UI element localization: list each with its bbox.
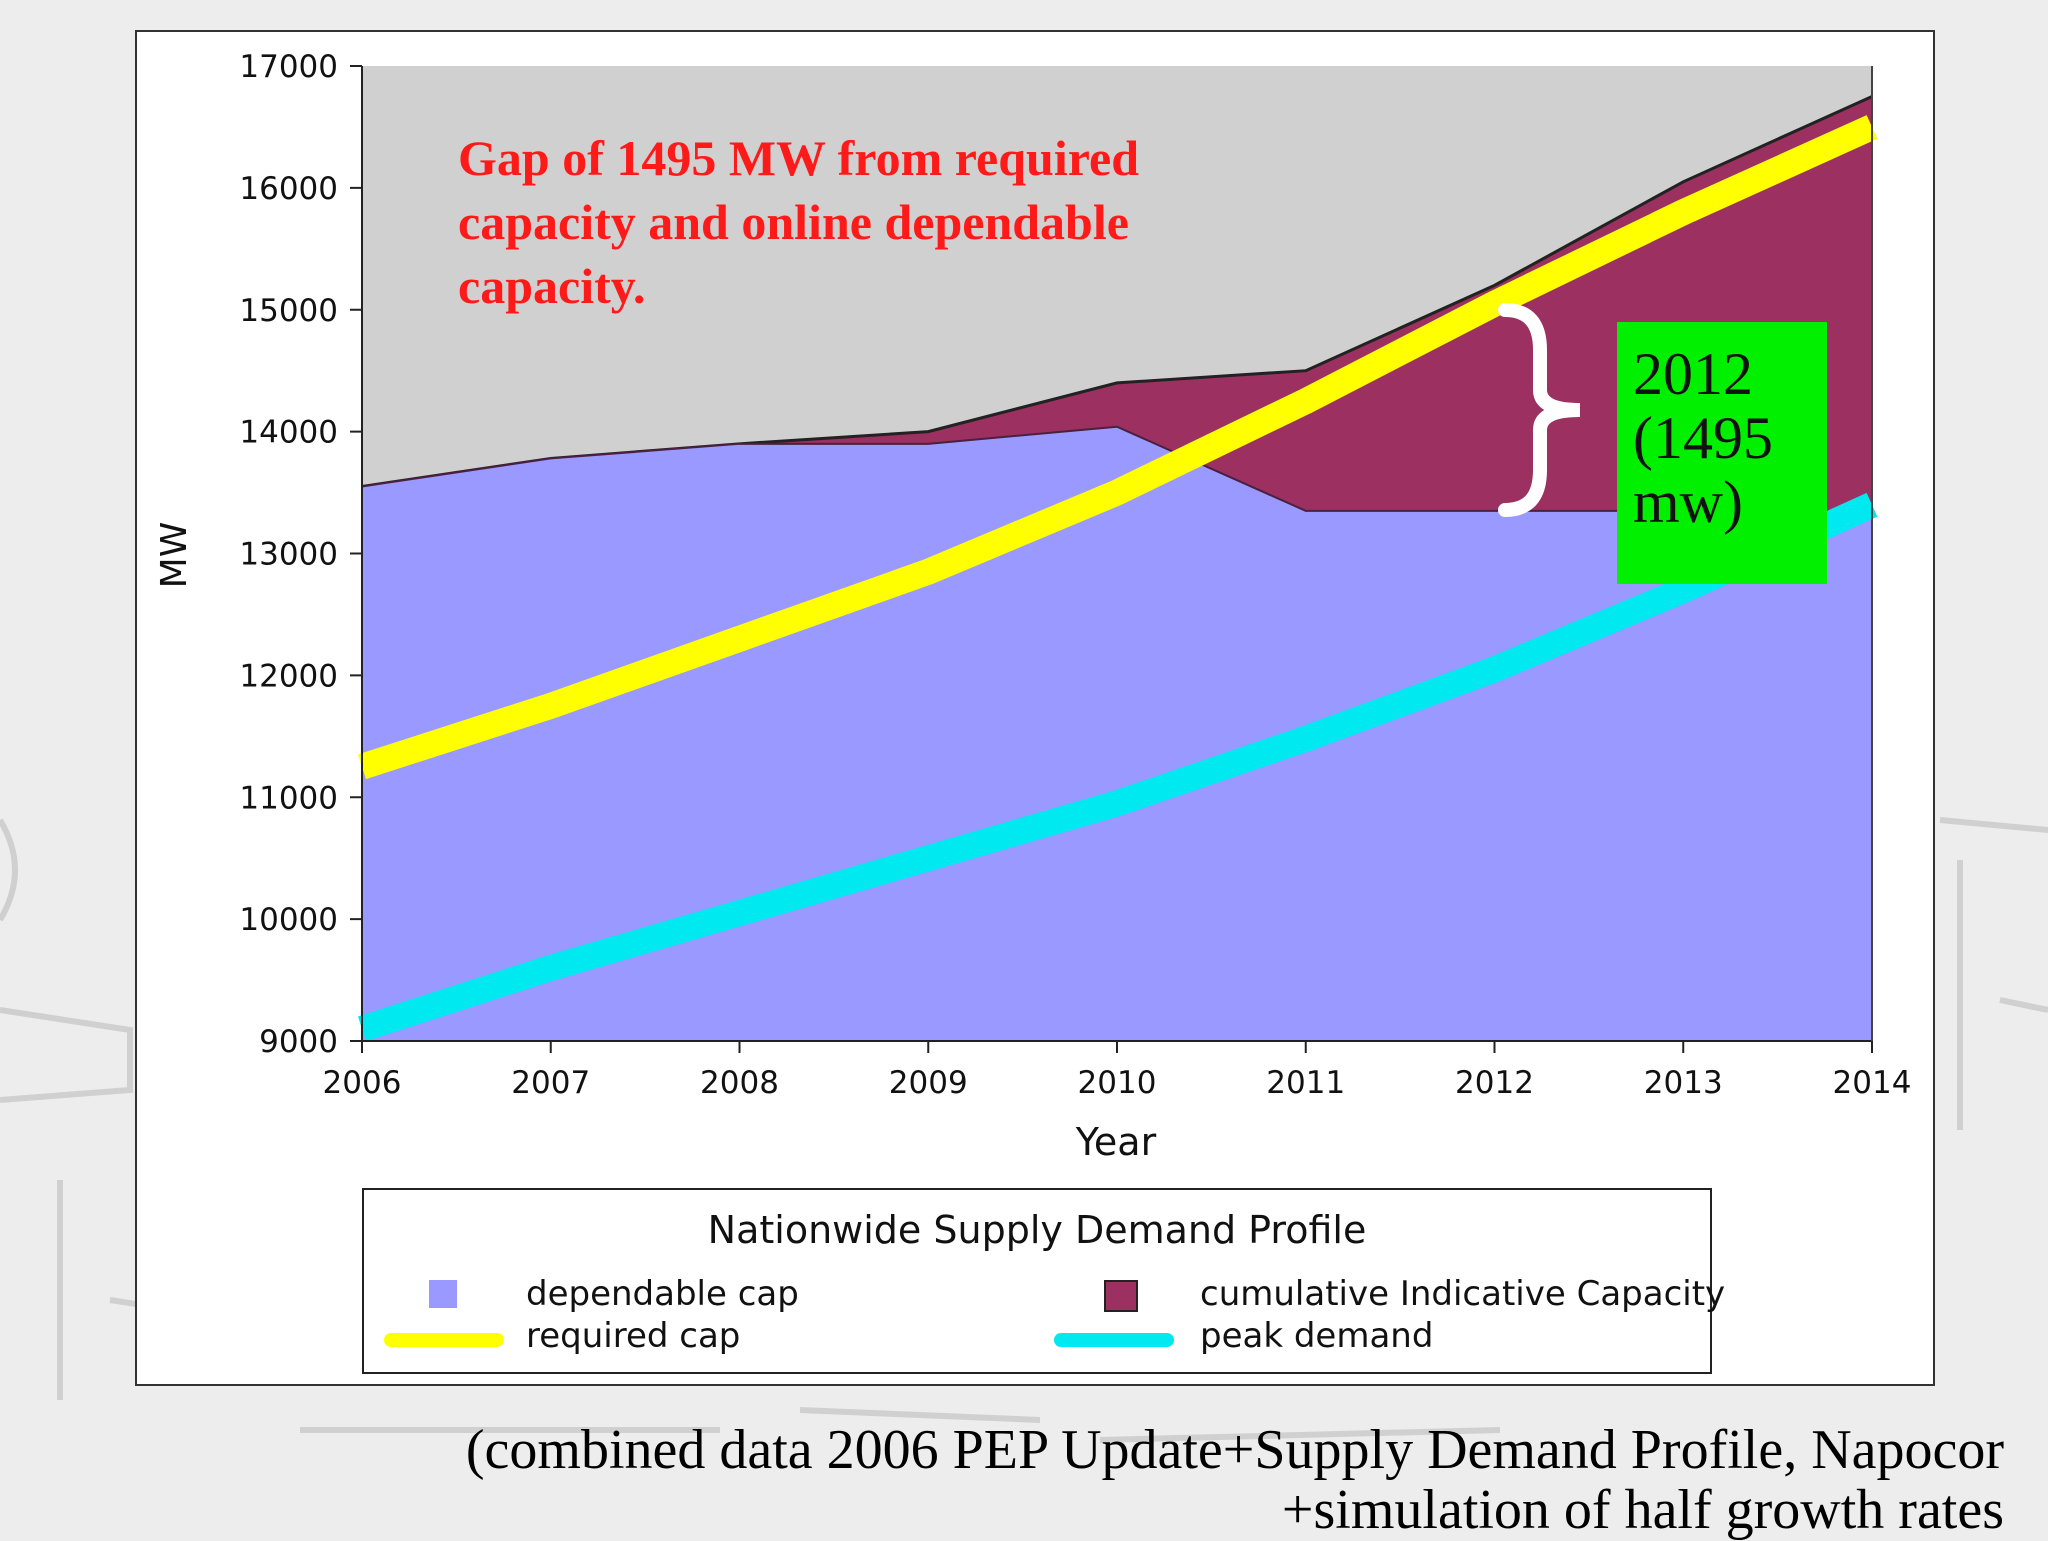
y-tick-label: 11000	[239, 780, 338, 816]
x-tick-label: 2007	[511, 1065, 590, 1101]
x-tick-label: 2006	[323, 1065, 402, 1101]
x-tick-label: 2009	[889, 1065, 968, 1101]
x-tick-label: 2014	[1833, 1065, 1912, 1101]
legend-label-peak: peak demand	[1200, 1316, 1434, 1356]
chart-legend: Nationwide Supply Demand Profile dependa…	[362, 1188, 1725, 1374]
gap-callout-line: Gap of 1495 MW from required	[458, 130, 1140, 186]
y-tick-label: 13000	[239, 537, 338, 573]
y-tick-label: 17000	[239, 49, 338, 85]
x-tick-label: 2011	[1266, 1065, 1345, 1101]
x-tick-label: 2013	[1644, 1065, 1723, 1101]
gap-callout-line: capacity and online dependable	[458, 194, 1129, 250]
gap-box-value: (1495	[1633, 405, 1773, 471]
legend-swatch-dependable	[429, 1280, 457, 1308]
x-tick-label: 2008	[700, 1065, 779, 1101]
area-dependable-cap	[362, 426, 1872, 1041]
legend-label-required: required cap	[526, 1316, 741, 1356]
gap-callout-text: Gap of 1495 MW from required capacity an…	[458, 126, 1358, 318]
legend-swatch-peak	[1054, 1333, 1174, 1347]
y-tick-label: 15000	[239, 293, 338, 329]
legend-swatch-cumulative	[1104, 1280, 1138, 1312]
y-tick-label: 10000	[239, 902, 338, 938]
legend-title: Nationwide Supply Demand Profile	[707, 1208, 1367, 1252]
y-tick-label: 14000	[239, 415, 338, 451]
legend-label-dependable: dependable cap	[526, 1274, 799, 1314]
x-axis-label: Year	[1075, 1120, 1157, 1164]
y-tick-label: 12000	[239, 658, 338, 694]
gap-box-unit: mw)	[1633, 469, 1743, 535]
x-tick-label: 2010	[1078, 1065, 1157, 1101]
legend-label-cumulative: cumulative Indicative Capacity	[1200, 1274, 1726, 1314]
gap-callout-line: capacity.	[458, 258, 646, 314]
y-tick-label: 9000	[259, 1024, 338, 1060]
line-required-cap	[358, 115, 1878, 780]
footnote-line: +simulation of half growth rates	[1281, 1479, 2004, 1541]
y-axis-label: MW	[154, 522, 195, 589]
legend-swatch-required	[384, 1333, 504, 1347]
source-footnote: (combined data 2006 PEP Update+Supply De…	[466, 1420, 2004, 1540]
y-tick-label: 16000	[239, 171, 338, 207]
x-tick-label: 2012	[1455, 1065, 1534, 1101]
gap-brace-icon	[1498, 303, 1581, 517]
gap-box-year: 2012	[1633, 341, 1753, 407]
line-peak-demand	[358, 492, 1878, 1042]
gap-2012-box: 2012 (1495 mw)	[1617, 322, 1827, 584]
footnote-line: (combined data 2006 PEP Update+Supply De…	[465, 1419, 2004, 1481]
